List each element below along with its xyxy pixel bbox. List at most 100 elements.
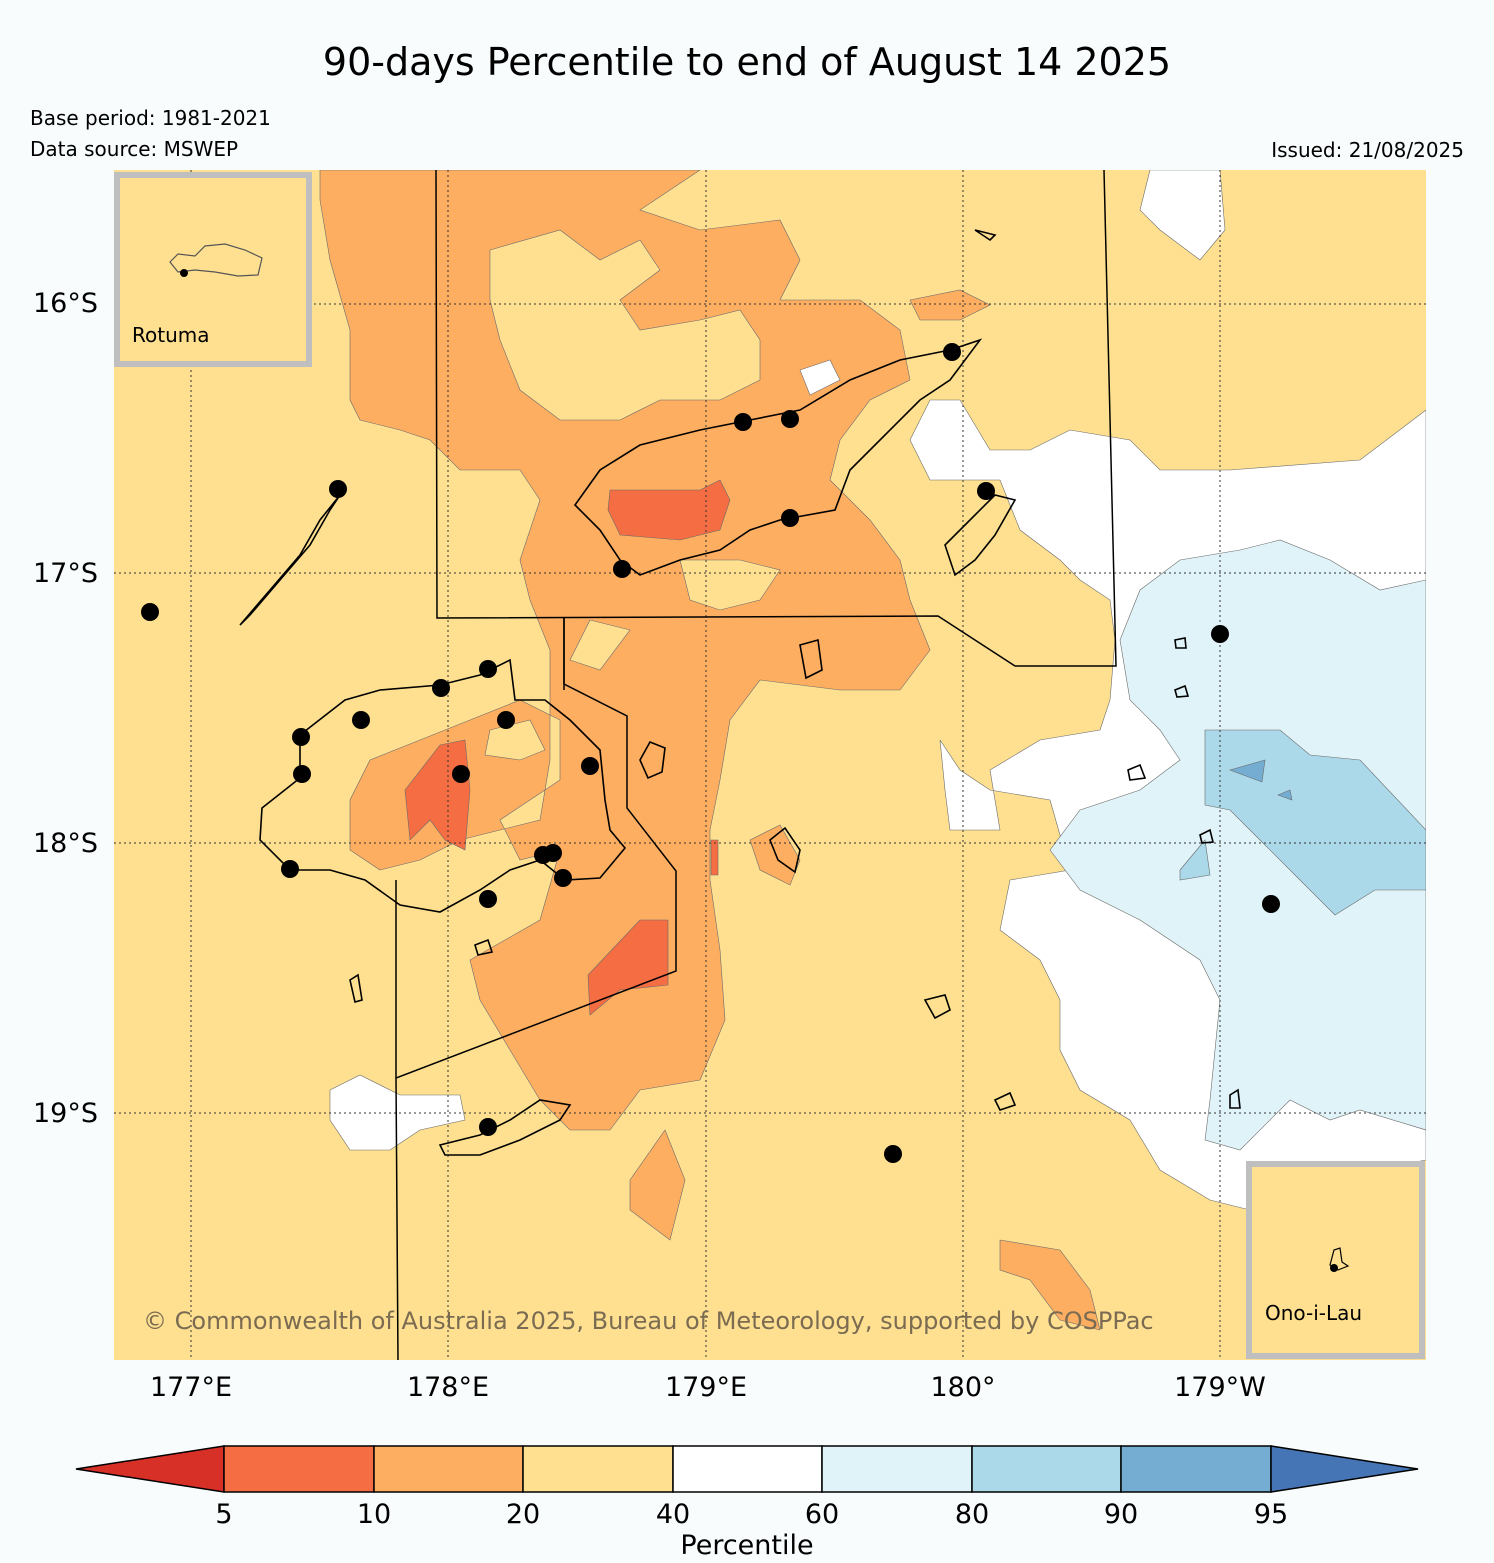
lat-tick: 17°S [33,558,98,589]
station-dot [1262,895,1280,913]
coastlines [239,229,1241,1156]
island-small-3 [1199,828,1215,844]
inset-label-rotuma: Rotuma [132,323,210,347]
station-dot [781,410,799,428]
base-period-text: Base period: 1981-2021 [30,106,271,130]
field-5-10-north [607,479,731,541]
field-5-10-south [587,919,669,1016]
station-dot [432,679,450,697]
field-10-20-region [319,170,931,1131]
lon-tick: 180° [930,1372,995,1403]
island-lakeba [1127,763,1147,781]
copyright-text: © Commonwealth of Australia 2025, Bureau… [143,1307,1154,1335]
data-source-text: Data source: MSWEP [30,137,239,161]
colorbar-segment [522,1445,674,1493]
colorbar-tick: 40 [656,1499,690,1530]
ono-i-lau-station-dot [1330,1264,1338,1272]
field-20-40-hole-4 [484,719,546,761]
field-90-95-patch-2 [1277,789,1293,801]
colorbar-segment [373,1445,524,1493]
station-dot [292,728,310,746]
field-5-10-sliver [710,839,719,876]
station-dot [452,765,470,783]
field-40-60-sw [329,1074,466,1151]
station-dot [1211,625,1229,643]
field-5-10-west [404,739,471,851]
station-dot [479,660,497,678]
stations [141,343,1280,1163]
island-vanua-levu [573,338,983,576]
lon-tick: 178°E [407,1372,489,1403]
island-small-2 [1174,684,1190,698]
island-viti-levu [259,658,627,913]
field-10-20-patch-s [629,1129,686,1241]
division-boundaries [395,170,1117,1360]
field-20-40-hole [489,229,761,421]
rotuma-station-dot [180,269,188,277]
inset-ono-i-lau: Ono-i-Lau [1246,1161,1425,1359]
island-taveuni [944,494,1017,577]
colorbar-tick: 60 [805,1499,839,1530]
issued-date-text: Issued: 21/08/2025 [1271,138,1464,162]
field-10-20-patch-se [999,1239,1101,1331]
lat-tick: 18°S [33,828,98,859]
lon-tick: 179°E [665,1372,747,1403]
station-dot [581,757,599,775]
station-dot [497,711,515,729]
lat-tick: 19°S [33,1098,98,1129]
field-90-95-patch [1229,759,1266,783]
map-title: 90-days Percentile to end of August 14 2… [322,40,1172,84]
station-dot [479,1118,497,1136]
field-80-90-patch [1179,839,1211,881]
inset-rotuma: Rotuma [114,172,312,367]
colorbar-extend-high [1270,1445,1419,1493]
ono-i-lau-coast [1329,1247,1350,1271]
station-dot [781,509,799,527]
station-dot [977,482,995,500]
island-small-4 [1229,1088,1241,1109]
island-gau [769,826,801,874]
island-ovalau [639,740,666,780]
colorbar-segment [223,1445,375,1493]
field-10-20-patch-ne [909,289,991,321]
field-60-80 [1049,539,1426,1151]
island-koro [799,638,823,680]
island-small-1 [1174,637,1187,649]
colorbar-extend-low [75,1445,225,1493]
lat-tick: 16°S [33,288,98,319]
station-dot [141,603,159,621]
station-dot [884,1145,902,1163]
station-dot [734,413,752,431]
lon-tick: 177°E [150,1372,232,1403]
island-beqa [474,938,494,956]
field-20-40-hole-3 [569,619,631,671]
lon-tick: 179°W [1174,1372,1266,1403]
colorbar-segment [821,1445,973,1493]
station-dot [293,765,311,783]
colorbar-segment [672,1445,823,1493]
graticule [114,170,1426,1360]
colorbar-title: Percentile [680,1530,813,1561]
island-moala [923,994,951,1020]
rotuma-coast [169,243,263,277]
station-dot [544,844,562,862]
colorbar: 5 10 20 40 60 80 90 95 Percentile [75,1445,1419,1561]
station-dot [613,560,631,578]
percentile-field [114,170,1426,1360]
colorbar-segment [1120,1445,1272,1493]
colorbar-tick: 10 [357,1499,391,1530]
island-yasawa [239,494,341,626]
station-dot [352,711,370,729]
colorbar-tick: 20 [506,1499,540,1530]
colorbar-tick: 80 [955,1499,989,1530]
station-dot [329,480,347,498]
inset-label-ono-i-lau: Ono-i-Lau [1265,1301,1362,1325]
island-small-5 [993,1091,1017,1111]
colorbar-segment [971,1445,1122,1493]
colorbar-tick: 90 [1104,1499,1138,1530]
field-40-60-top-right [1139,170,1226,261]
station-dot [943,343,961,361]
colorbar-tick: 95 [1254,1499,1288,1530]
field-40-60-small [799,359,841,396]
